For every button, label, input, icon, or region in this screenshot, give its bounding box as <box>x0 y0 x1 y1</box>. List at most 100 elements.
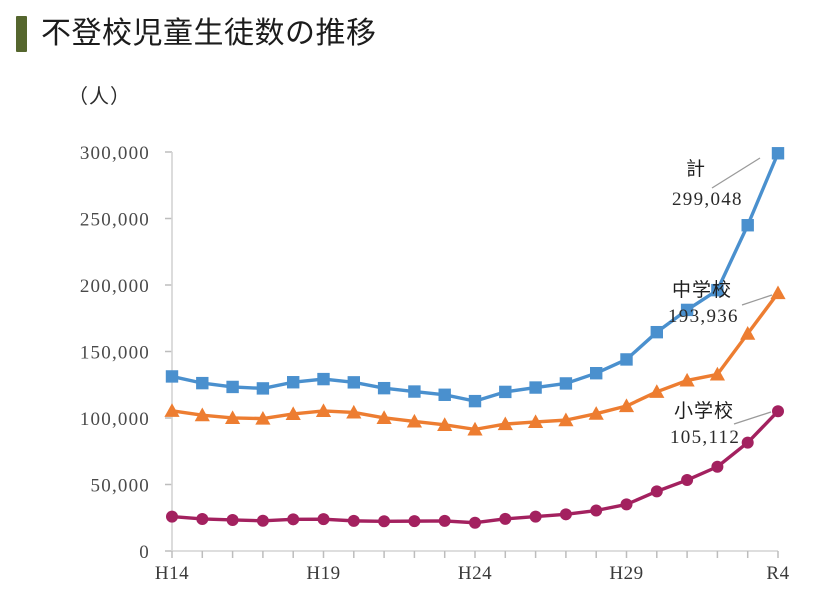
data-point-triangle <box>255 410 271 425</box>
data-point-square <box>287 376 300 389</box>
y-axis-tick-label: 0 <box>139 542 150 563</box>
y-axis-tick-marks <box>165 151 172 552</box>
x-axis-tick-labels: H14 H19 H24 H29 R4 <box>155 563 789 584</box>
data-point-circle <box>287 513 300 526</box>
data-point-circle <box>590 504 603 517</box>
annotation-leader-line <box>733 411 772 425</box>
data-point-triangle <box>315 403 332 417</box>
data-point-triangle <box>285 406 301 420</box>
y-axis-tick-label: 250,000 <box>80 210 150 231</box>
data-point-circle <box>347 514 360 527</box>
x-axis-tick-label: H24 <box>458 563 492 584</box>
data-point-circle <box>317 513 330 526</box>
data-point-square <box>771 147 785 160</box>
page-title: 不登校児童生徒数の推移 <box>16 16 377 52</box>
series-annotation-value: 105,112 <box>670 427 740 448</box>
data-point-square <box>408 385 421 398</box>
data-point-triangle <box>679 372 695 387</box>
data-point-circle <box>256 514 269 527</box>
series-annotation-value: 299,048 <box>672 189 743 210</box>
data-point-triangle <box>740 326 756 340</box>
series-annotation-name: 小学校 <box>674 400 734 422</box>
data-point-triangle <box>528 414 544 429</box>
data-point-circle <box>226 513 239 526</box>
data-point-square <box>226 380 239 394</box>
series-annotation-value: 193,936 <box>668 306 739 327</box>
y-axis-tick-label: 300,000 <box>80 143 150 164</box>
data-point-square <box>196 376 209 390</box>
data-point-circle <box>438 514 451 527</box>
chart-series <box>165 147 785 408</box>
chart-series <box>166 405 784 529</box>
data-point-triangle <box>770 285 786 300</box>
annotation-leader-line <box>741 294 773 306</box>
data-point-square <box>165 370 179 383</box>
data-point-square <box>680 303 694 317</box>
data-point-triangle <box>437 417 453 431</box>
data-point-circle <box>741 436 754 449</box>
data-point-square <box>438 388 451 401</box>
data-point-square <box>741 219 754 232</box>
data-point-circle <box>681 474 694 487</box>
data-point-square <box>347 376 360 389</box>
page-title-text: 不登校児童生徒数の推移 <box>41 17 377 50</box>
data-point-triangle <box>406 413 422 428</box>
x-axis-tick-label: R4 <box>766 563 789 584</box>
chart-annotations: 計 299,048 中学校 193,936 小学校 105,112 <box>668 157 773 448</box>
x-axis-tick-label: H29 <box>609 563 643 584</box>
data-point-circle <box>499 512 512 525</box>
y-axis-unit-label: （人） <box>68 86 131 108</box>
axis-frame <box>171 152 778 552</box>
annotation-leader-line <box>711 157 761 189</box>
y-axis-tick-label: 100,000 <box>80 409 150 430</box>
x-axis-tick-label: H19 <box>306 563 340 584</box>
data-point-circle <box>469 516 481 529</box>
data-point-square <box>529 381 542 394</box>
data-point-circle <box>650 485 663 498</box>
data-point-square <box>620 353 633 366</box>
data-point-circle <box>408 515 421 528</box>
data-point-triangle <box>497 416 513 431</box>
series-annotation-name: 中学校 <box>672 279 732 301</box>
x-axis-tick-marks <box>171 551 779 558</box>
x-axis-tick-label: H14 <box>155 563 189 584</box>
data-point-square <box>650 325 663 339</box>
data-point-triangle <box>376 410 392 424</box>
data-point-circle <box>559 508 572 521</box>
data-point-triangle <box>618 398 635 413</box>
data-point-square <box>468 394 482 408</box>
data-point-square <box>711 283 724 297</box>
data-point-triangle <box>164 403 180 417</box>
y-axis-tick-labels: 0 50,000 100,000 150,000 200,000 250,000 300,0… <box>80 143 150 563</box>
y-axis-tick-label: 200,000 <box>80 276 150 297</box>
data-point-triangle <box>649 384 665 398</box>
data-point-square <box>499 385 512 399</box>
data-point-triangle <box>588 406 604 420</box>
data-point-circle <box>196 512 209 525</box>
data-point-triangle <box>709 366 725 381</box>
data-point-square <box>559 377 573 390</box>
data-point-square <box>256 382 270 395</box>
series-annotation-name: 計 <box>686 158 706 180</box>
y-axis-tick-label: 150,000 <box>80 343 150 364</box>
data-point-circle <box>378 515 391 528</box>
data-point-circle <box>166 510 178 523</box>
data-point-triangle <box>558 412 574 427</box>
data-point-triangle <box>225 410 241 425</box>
data-point-triangle <box>194 407 210 422</box>
title-accent-bar <box>16 16 27 52</box>
data-point-triangle <box>346 404 362 419</box>
data-point-square <box>590 367 603 380</box>
chart-axes <box>171 152 778 552</box>
data-point-circle <box>772 405 784 418</box>
chart-series <box>164 285 786 436</box>
data-point-circle <box>711 460 724 473</box>
data-point-triangle <box>467 421 483 436</box>
chart-series-layer <box>164 147 786 529</box>
data-point-circle <box>529 510 542 523</box>
data-point-square <box>317 372 330 386</box>
data-point-square <box>377 381 391 395</box>
